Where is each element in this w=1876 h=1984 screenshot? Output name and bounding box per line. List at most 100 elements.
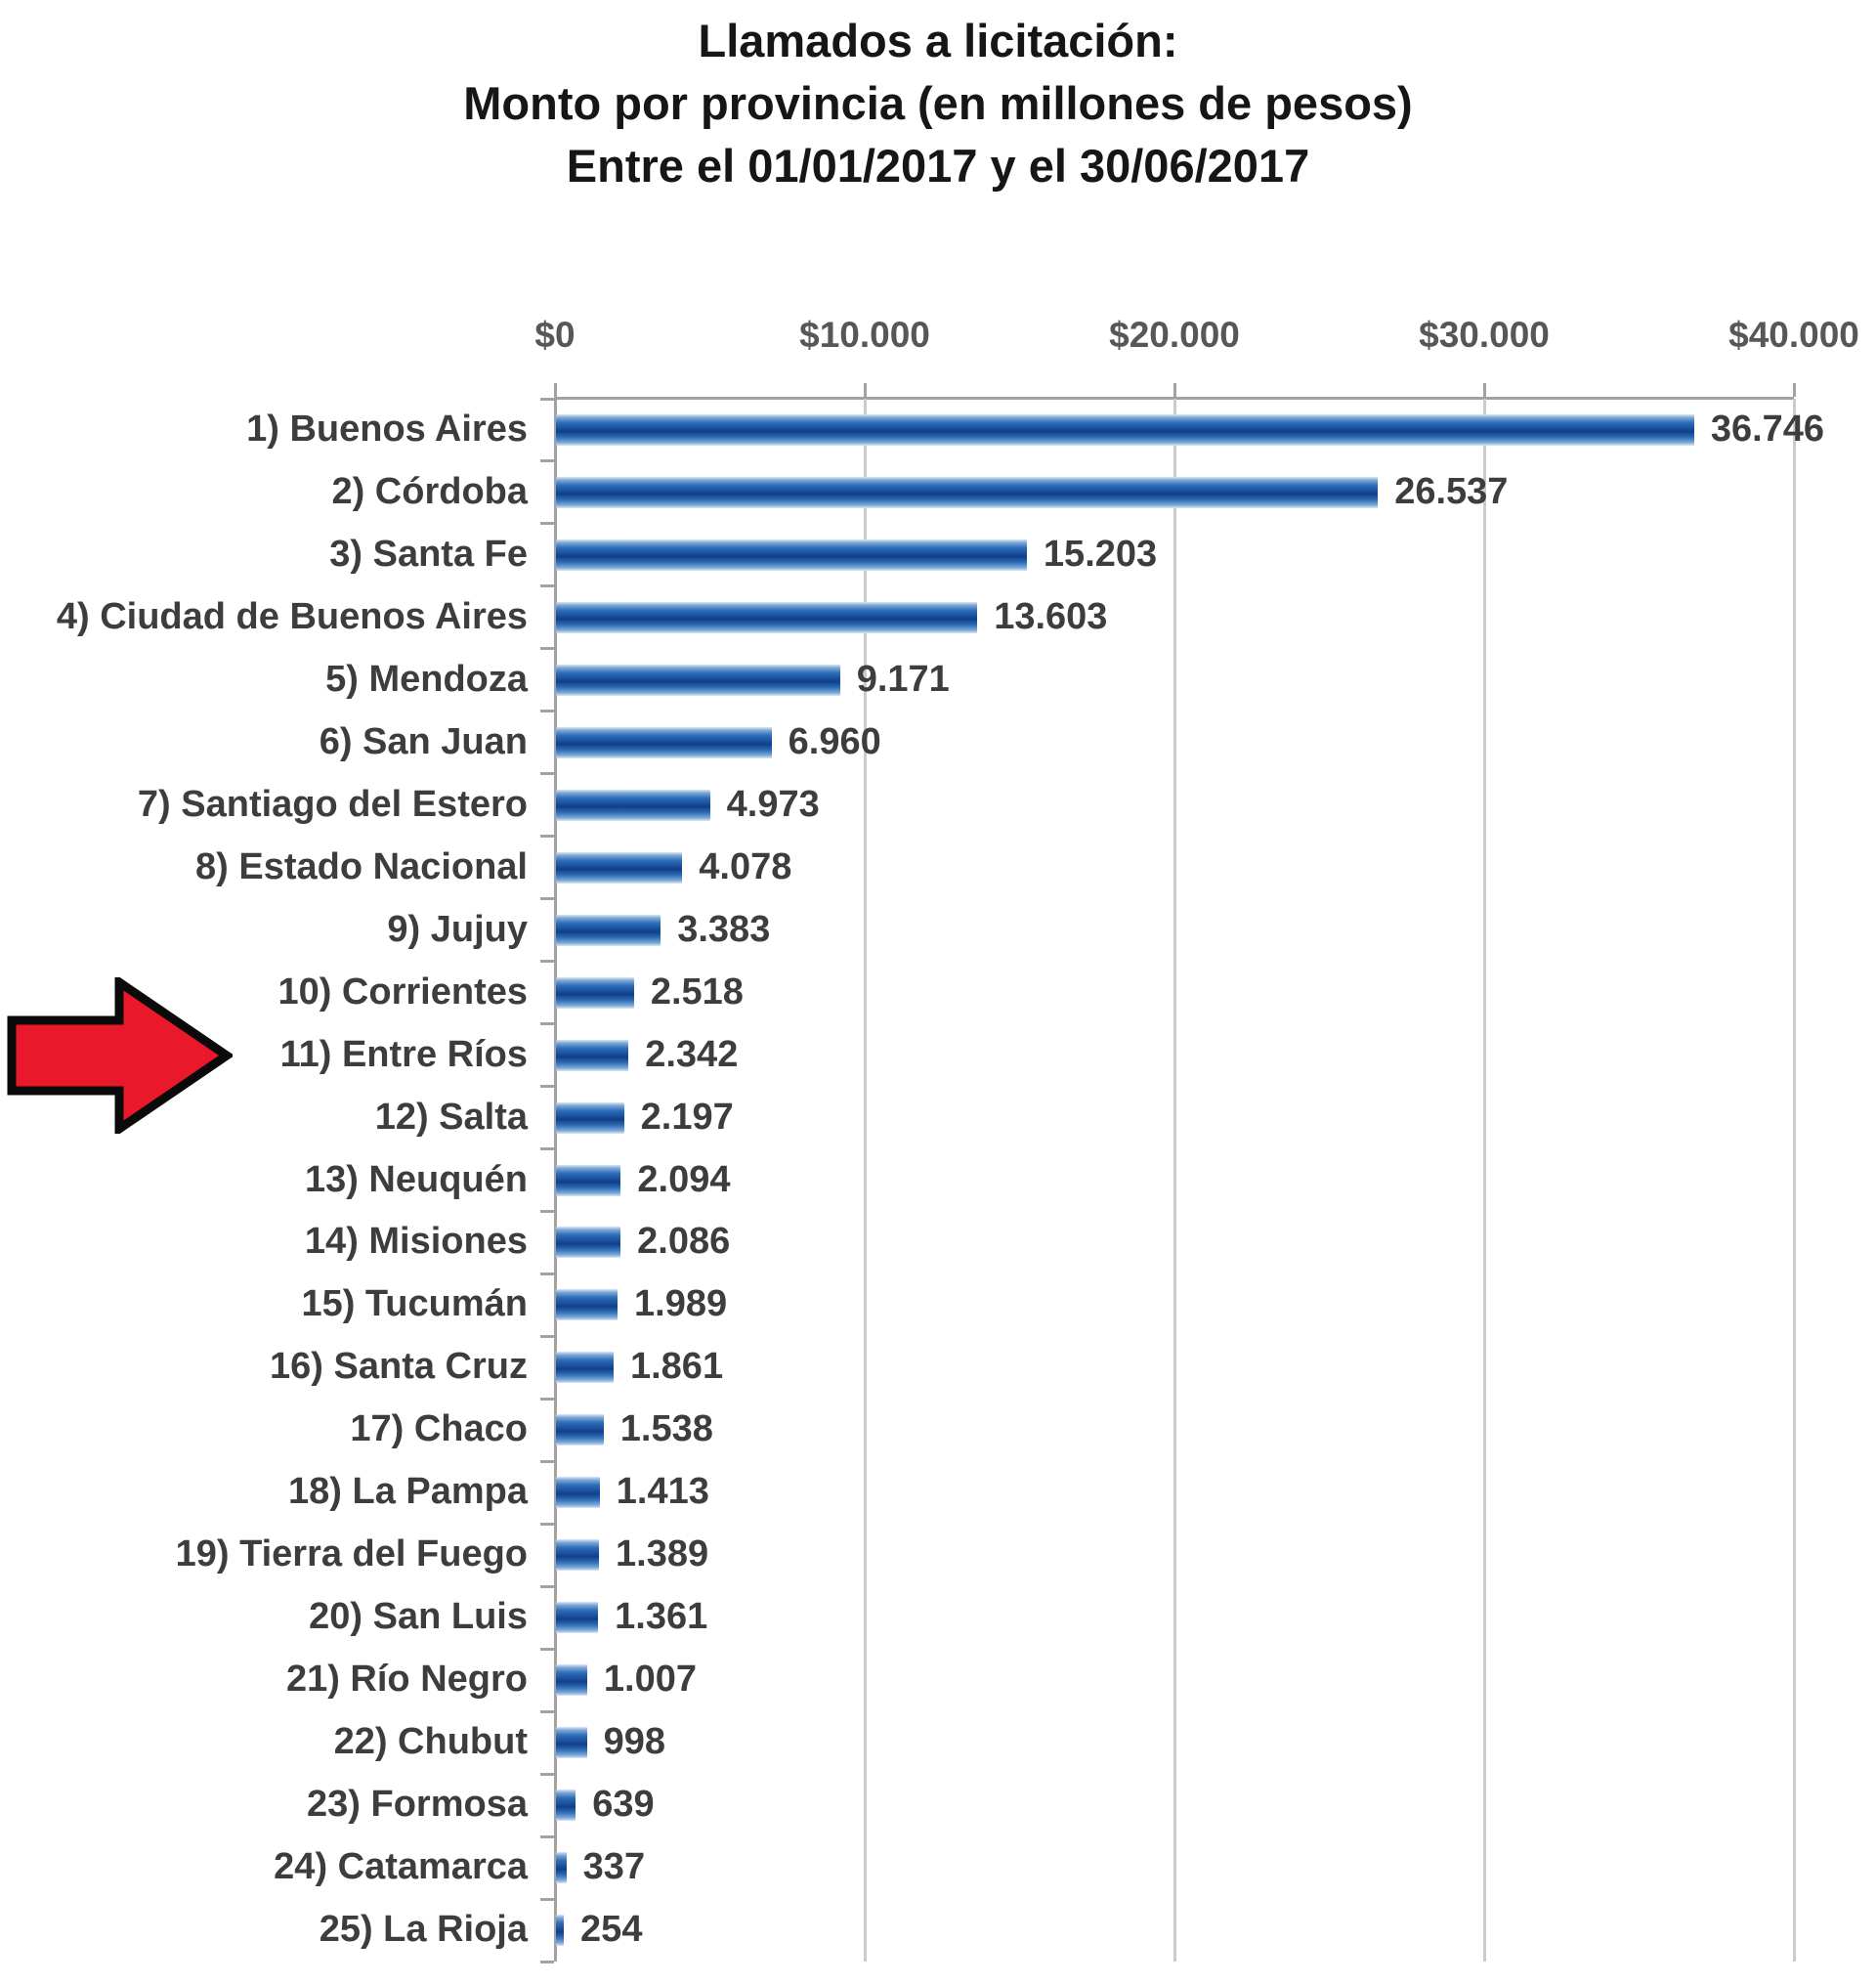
y-axis-tick (540, 1897, 554, 1901)
value-label: 2.518 (650, 970, 744, 1013)
bar (556, 601, 978, 633)
chart-title: Llamados a licitación: Monto por provinc… (0, 10, 1876, 197)
plot-area: $0 $10.000 $20.000 $30.000 $40.000 36.746 26.5… (534, 315, 1859, 1963)
bar (556, 476, 1379, 508)
bar (556, 976, 634, 1009)
category-label: 7) Santiago del Estero (137, 783, 528, 825)
bar (556, 1477, 600, 1509)
value-label: 1.861 (629, 1346, 724, 1388)
y-axis-tick (540, 1147, 554, 1151)
x-axis-tick (864, 383, 867, 397)
bar (556, 1352, 614, 1384)
bar (556, 539, 1027, 571)
x-axis-tick (1793, 383, 1796, 397)
y-axis-tick (540, 584, 554, 588)
bar (556, 1727, 587, 1759)
category-label: 16) Santa Cruz (270, 1346, 528, 1388)
y-axis-tick (540, 1584, 554, 1588)
chart-title-line1: Llamados a licitación: (698, 15, 1178, 66)
y-axis-tick (540, 772, 554, 776)
bar (556, 1164, 621, 1196)
x-axis-label: $20.000 (1109, 315, 1240, 355)
category-label: 22) Chubut (333, 1721, 528, 1763)
x-axis-label: $10.000 (799, 315, 930, 355)
value-label: 254 (580, 1909, 643, 1951)
value-label: 1.413 (616, 1471, 709, 1513)
bar (556, 413, 1694, 446)
y-axis-tick (540, 1334, 554, 1338)
value-label: 1.361 (615, 1596, 708, 1638)
value-label: 337 (582, 1846, 646, 1888)
category-label: 9) Jujuy (387, 908, 528, 950)
value-label: 13.603 (994, 595, 1108, 637)
category-label: 5) Mendoza (325, 658, 528, 700)
y-axis-tick (540, 1397, 554, 1401)
highlight-arrow-icon (7, 977, 233, 1134)
category-label: 21) Río Negro (285, 1659, 528, 1701)
category-label: 18) La Pampa (288, 1471, 528, 1513)
value-label: 2.197 (640, 1096, 734, 1138)
bar (556, 914, 661, 946)
y-axis-tick (540, 647, 554, 651)
y-axis-tick (540, 522, 554, 526)
x-axis-label: $0 (534, 315, 576, 355)
y-axis-tick (540, 710, 554, 713)
x-axis-label: $40.000 (1728, 315, 1859, 355)
value-label: 4.973 (726, 783, 820, 825)
x-axis-tick (1483, 383, 1486, 397)
gridline (1173, 399, 1176, 1962)
value-label: 15.203 (1043, 533, 1158, 575)
value-label: 26.537 (1394, 470, 1509, 512)
value-label: 2.086 (637, 1221, 731, 1263)
bar (556, 789, 710, 821)
chart-title-line3: Entre el 01/01/2017 y el 30/06/2017 (566, 140, 1310, 192)
y-axis-tick (540, 459, 554, 463)
category-label: 11) Entre Ríos (279, 1033, 528, 1075)
bar (556, 1602, 599, 1634)
value-label: 639 (592, 1784, 655, 1826)
category-label: 14) Misiones (304, 1221, 528, 1263)
y-axis-tick (540, 1522, 554, 1526)
bar (556, 1664, 587, 1697)
x-axis-label: $30.000 (1419, 315, 1550, 355)
bar (556, 1289, 618, 1321)
y-axis-tick (540, 1772, 554, 1776)
y-axis-tick (540, 1022, 554, 1026)
value-label: 4.078 (699, 845, 792, 887)
bar (556, 726, 772, 758)
category-label: 12) Salta (374, 1096, 528, 1138)
value-label: 998 (603, 1721, 666, 1763)
value-label: 1.389 (616, 1533, 709, 1575)
y-axis-tick (540, 1459, 554, 1463)
category-axis-labels: 1) Buenos Aires 2) Córdoba 3) Santa Fe 4) C… (0, 399, 553, 1962)
category-label: 4) Ciudad de Buenos Aires (56, 595, 528, 637)
value-label: 3.383 (677, 908, 771, 950)
category-label: 20) San Luis (309, 1596, 528, 1638)
bar (556, 664, 840, 696)
category-label: 2) Córdoba (331, 470, 528, 512)
bar (556, 1039, 629, 1071)
y-axis-tick (540, 397, 554, 401)
category-label: 6) San Juan (319, 720, 528, 762)
value-label: 2.094 (637, 1158, 731, 1200)
bar (556, 1227, 621, 1259)
bar (556, 1539, 600, 1572)
value-label: 1.989 (634, 1283, 728, 1325)
category-label: 10) Corrientes (277, 970, 528, 1013)
bar (556, 1915, 565, 1947)
y-axis-tick (540, 897, 554, 901)
value-label: 9.171 (856, 658, 950, 700)
y-axis-tick (540, 1272, 554, 1275)
highlight-arrow-shape (7, 977, 233, 1134)
y-axis-tick (540, 1960, 554, 1963)
category-label: 25) La Rioja (319, 1909, 528, 1951)
value-label: 6.960 (788, 720, 881, 762)
bar (556, 1414, 604, 1446)
category-label: 1) Buenos Aires (246, 409, 528, 450)
category-label: 17) Chaco (350, 1408, 528, 1450)
value-label: 2.342 (645, 1033, 739, 1075)
gridline (1793, 399, 1796, 1962)
bar (556, 1790, 576, 1822)
bar (556, 1101, 624, 1134)
